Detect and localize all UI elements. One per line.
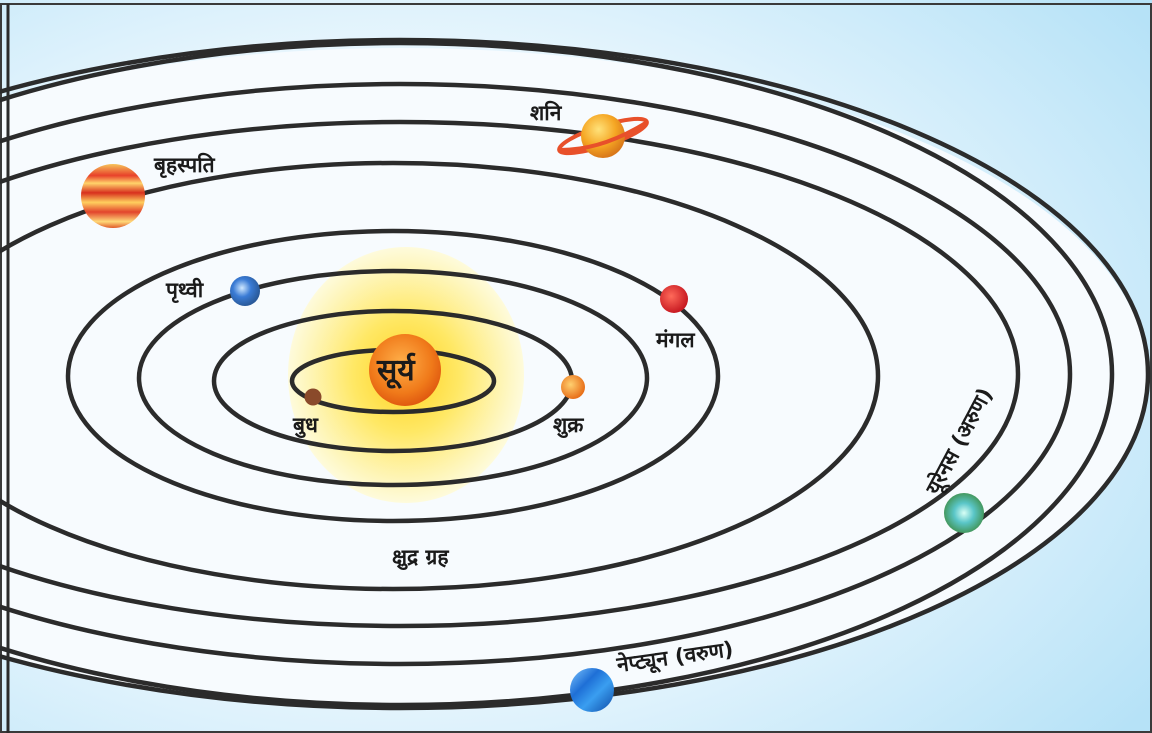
mars-label: मंगल bbox=[655, 328, 695, 352]
venus-label: शुक्र bbox=[553, 413, 584, 439]
orbit-neptune bbox=[0, 37, 1151, 711]
venus bbox=[561, 375, 585, 399]
mercury bbox=[304, 388, 322, 406]
earth-label: पृथ्वी bbox=[165, 277, 205, 304]
sun-label: सूर्य bbox=[376, 352, 416, 389]
jupiter-label: बृहस्पति bbox=[153, 152, 216, 179]
image-frame bbox=[0, 3, 1152, 733]
jupiter bbox=[81, 164, 145, 228]
orbit-uranus bbox=[0, 40, 1115, 708]
uranus bbox=[944, 493, 984, 533]
orbit-saturn bbox=[0, 81, 1073, 667]
orbit-inner-belt bbox=[0, 160, 881, 592]
neptune bbox=[570, 668, 614, 712]
mercury-label: बुध bbox=[292, 413, 319, 439]
orbit-mars bbox=[65, 228, 721, 524]
saturn-label: शनि bbox=[530, 100, 563, 125]
saturn bbox=[557, 114, 649, 158]
orbit-jupiter bbox=[0, 119, 1021, 629]
orbit-earth bbox=[136, 268, 650, 488]
mars bbox=[660, 285, 688, 313]
sun bbox=[369, 334, 441, 406]
earth bbox=[230, 276, 260, 306]
asteroid-belt-label: क्षुद्र ग्रह bbox=[392, 545, 449, 571]
